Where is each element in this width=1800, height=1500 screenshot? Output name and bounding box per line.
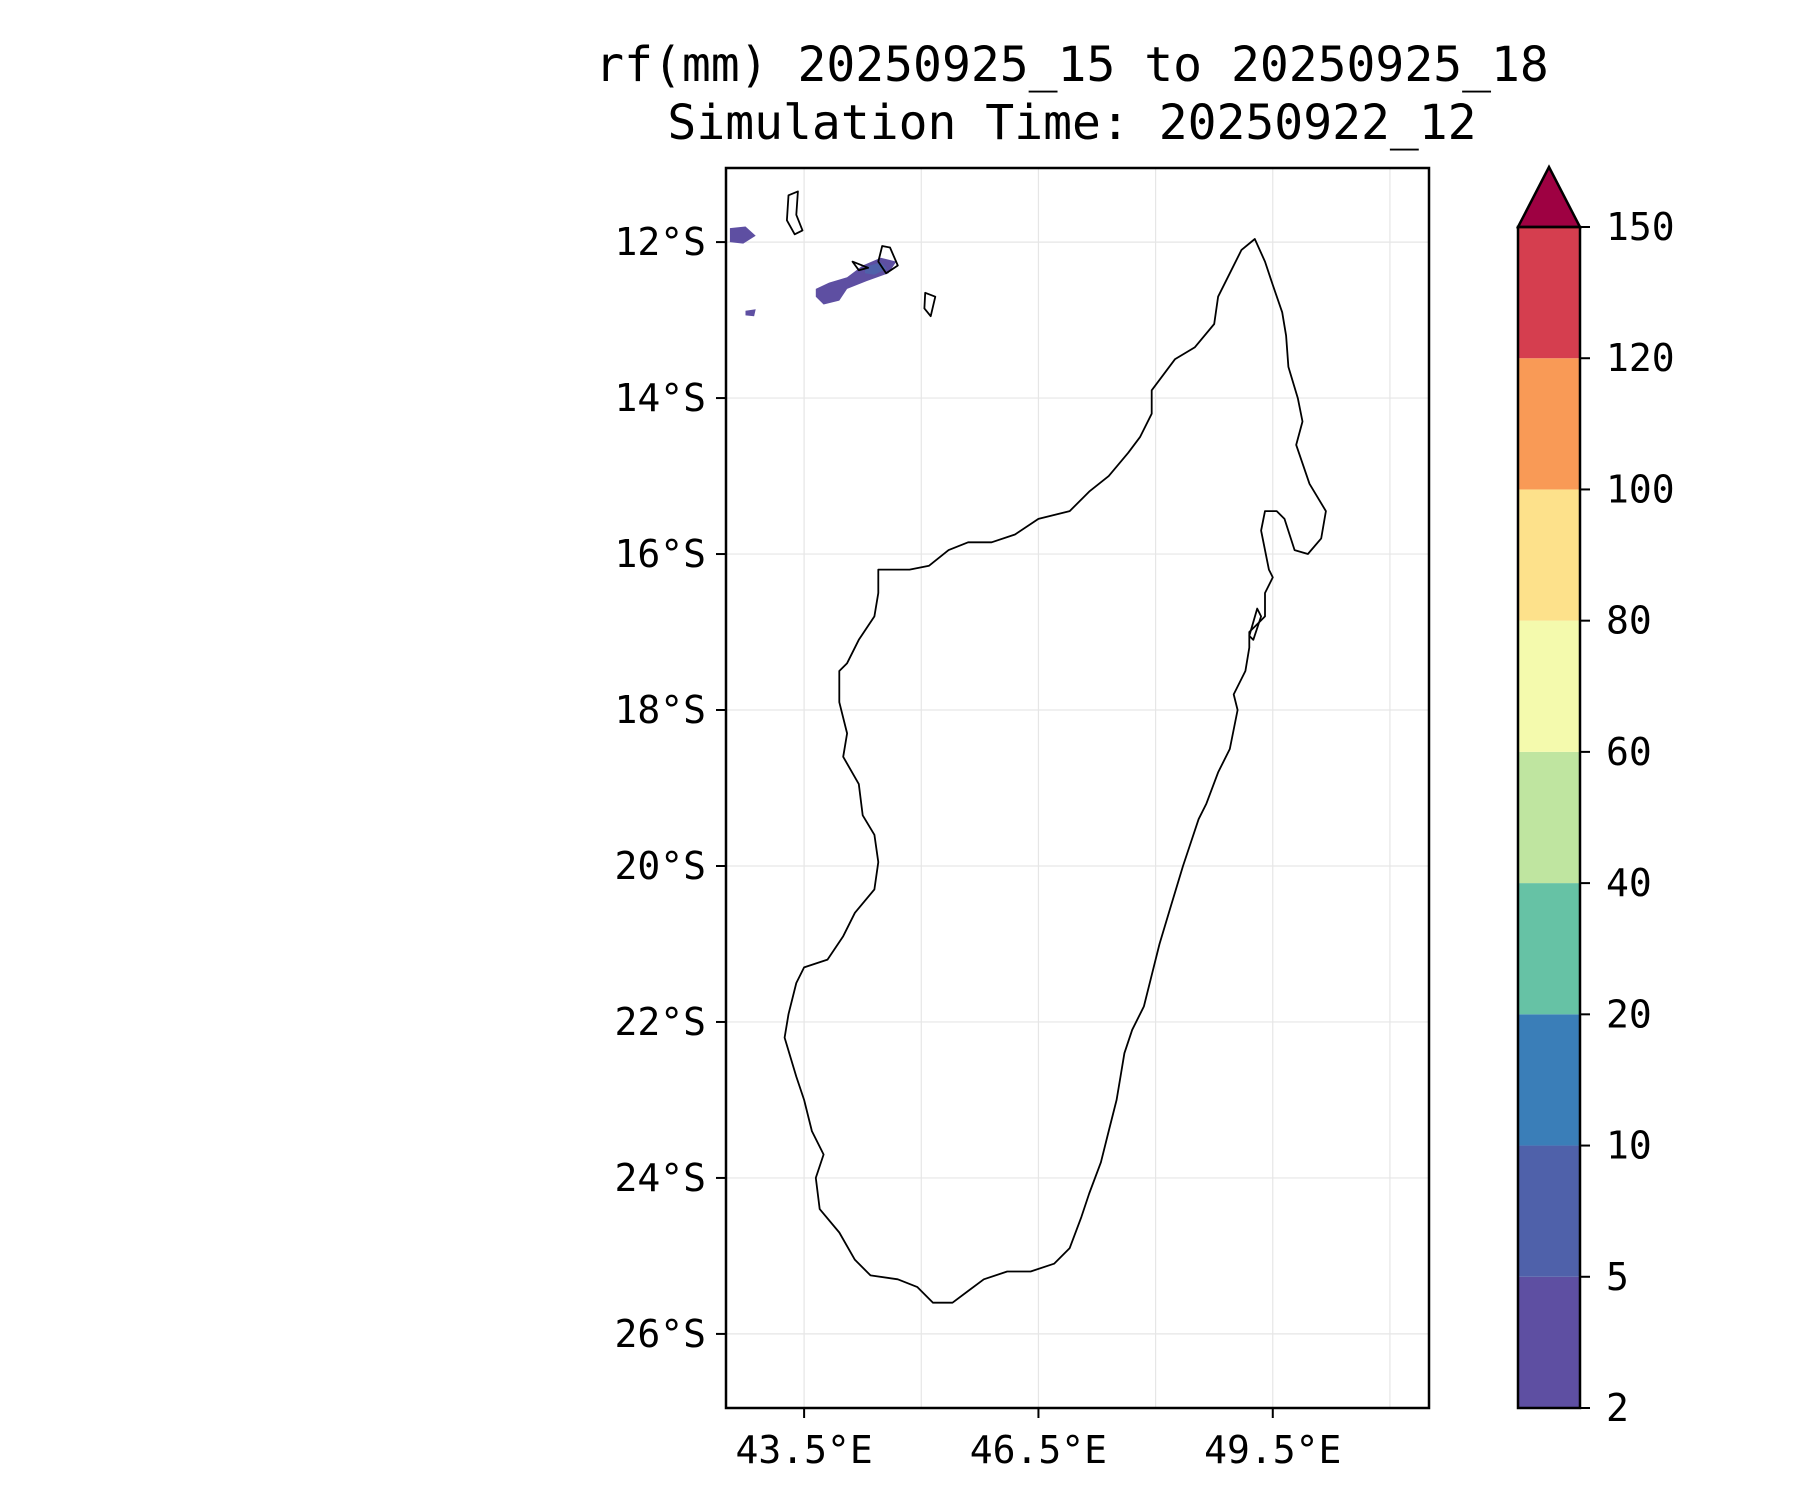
lon-tick-label: 49.5°E	[1204, 1428, 1341, 1472]
lat-tick-label: 26°S	[614, 1312, 706, 1356]
precip-area	[745, 309, 756, 317]
precip-area	[815, 257, 897, 305]
madagascar-coastline	[783, 238, 1327, 1304]
colorbar-tick-label: 120	[1606, 336, 1675, 380]
colorbar-tick-label: 100	[1606, 467, 1675, 511]
colorbar-tick-label: 150	[1606, 205, 1675, 249]
map-frame	[724, 166, 1431, 1410]
map-title: rf(mm) 20250925_15 to 20250925_18 Simula…	[595, 37, 1549, 151]
lon-ticks: 43.5°E 46.5°E 49.5°E	[735, 1408, 1341, 1472]
colorbar-extend-arrow	[1515, 164, 1583, 229]
lat-tick-label: 16°S	[614, 532, 706, 576]
island-coastline	[1248, 607, 1262, 641]
colorbar-segment	[1518, 883, 1580, 1015]
colorbar-tick-label: 40	[1606, 861, 1652, 905]
colorbar-tick-label: 2	[1606, 1386, 1629, 1430]
precip-layer	[729, 226, 897, 317]
lat-tick-label: 14°S	[614, 376, 706, 420]
colorbar-segment	[1518, 489, 1580, 621]
colorbar-tick-label: 20	[1606, 992, 1652, 1036]
colorbar-tick-label: 60	[1606, 730, 1652, 774]
precip-area	[729, 226, 756, 244]
colorbar-segment	[1518, 1145, 1580, 1277]
colorbar-tick-label: 10	[1606, 1124, 1652, 1168]
island-coastline	[851, 260, 870, 272]
colorbar-frame	[1516, 225, 1582, 1410]
lat-tick-label: 20°S	[614, 844, 706, 888]
lat-tick-label: 24°S	[614, 1156, 706, 1200]
colorbar-segment	[1518, 227, 1580, 359]
colorbar-tick-label: 5	[1606, 1255, 1629, 1299]
coastlines	[783, 190, 1327, 1304]
colorbar-segment	[1518, 620, 1580, 752]
colorbar-segment	[1518, 751, 1580, 884]
lat-tick-label: 22°S	[614, 1000, 706, 1044]
lat-tick-label: 18°S	[614, 688, 706, 732]
lat-tick-label: 12°S	[614, 220, 706, 264]
colorbar-segment	[1518, 358, 1580, 490]
title-line-1: rf(mm) 20250925_15 to 20250925_18	[595, 37, 1549, 93]
lat-ticks: 12°S 14°S 16°S 18°S 20°S 22°S 24°S 26°S	[614, 220, 726, 1356]
lon-tick-label: 43.5°E	[735, 1428, 872, 1472]
colorbar-segment	[1518, 1014, 1580, 1146]
lon-tick-label: 46.5°E	[970, 1428, 1107, 1472]
island-coastline	[877, 245, 899, 275]
colorbar-tick-label: 80	[1606, 599, 1652, 643]
island-coastline	[923, 291, 937, 318]
title-line-2: Simulation Time: 20250922_12	[667, 95, 1476, 151]
graticule	[726, 168, 1429, 1408]
colorbar: 2 5 10 20 40 60 80 100 120 150	[1515, 164, 1675, 1430]
island-coastline	[786, 190, 804, 236]
colorbar-segment	[1518, 1276, 1580, 1408]
